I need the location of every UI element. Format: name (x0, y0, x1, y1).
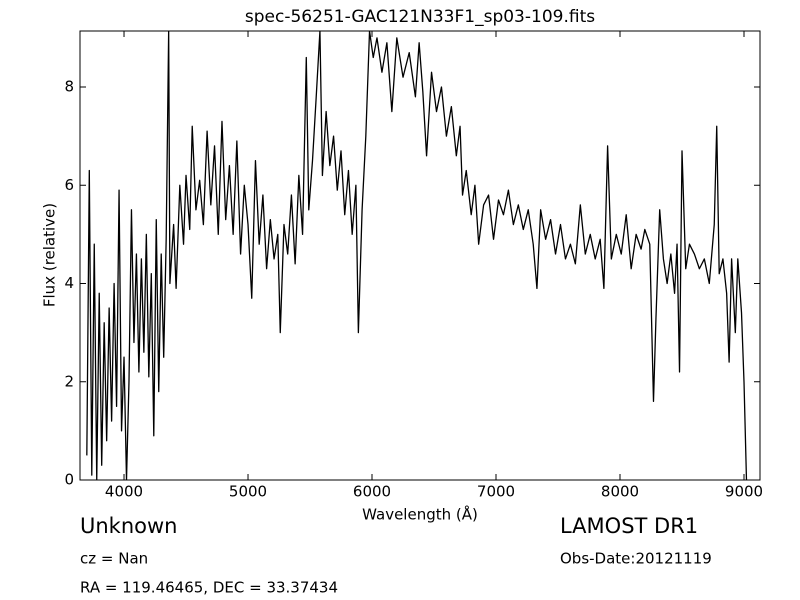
annotation: Obs-Date:20121119 (560, 550, 712, 568)
x-axis-label: Wavelength (Å) (362, 505, 478, 524)
x-tick-label: 7000 (477, 483, 515, 501)
y-tick-label: 4 (64, 274, 74, 292)
plot-frame (79, 30, 761, 481)
annotation: Unknown (80, 514, 177, 538)
annotation: cz = Nan (80, 550, 148, 568)
x-tick-label: 5000 (229, 483, 267, 501)
chart-title: spec-56251-GAC121N33F1_sp03-109.fits (245, 7, 595, 27)
y-tick-label: 0 (64, 471, 74, 489)
y-tick-label: 6 (64, 176, 74, 194)
y-axis-label: Flux (relative) (41, 203, 59, 307)
y-tick-label: 8 (64, 78, 74, 96)
annotation: LAMOST DR1 (560, 514, 698, 538)
x-tick-label: 6000 (353, 483, 391, 501)
x-tick-label: 4000 (105, 483, 143, 501)
annotation: RA = 119.46465, DEC = 33.37434 (80, 579, 338, 597)
spectrum-line (86, 31, 748, 480)
y-tick-label: 2 (64, 372, 74, 390)
x-tick-label: 9000 (725, 483, 763, 501)
x-tick-label: 8000 (601, 483, 639, 501)
